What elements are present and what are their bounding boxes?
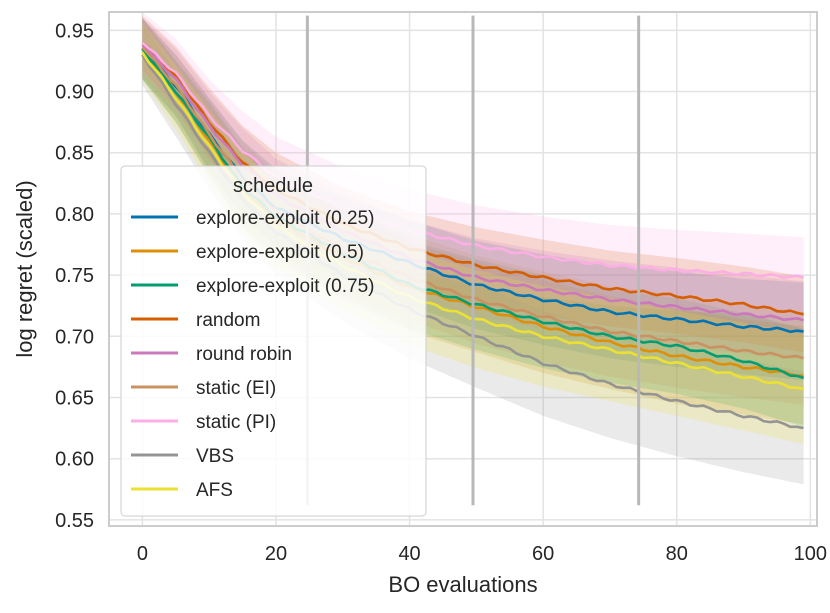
x-tick-label: 80: [666, 543, 688, 565]
y-tick-label: 0.70: [55, 326, 94, 348]
y-tick-label: 0.80: [55, 204, 94, 226]
legend-label: VBS: [196, 446, 234, 467]
legend-item-round-robin: round robin: [131, 344, 292, 365]
legend-label: AFS: [196, 480, 233, 501]
x-tick-label: 60: [532, 543, 554, 565]
legend-label: random: [196, 310, 260, 331]
y-tick-label: 0.55: [55, 510, 94, 532]
legend-label: static (EI): [196, 378, 276, 399]
legend-label: static (PI): [196, 412, 276, 433]
y-tick-label: 0.95: [55, 20, 94, 42]
y-tick-label: 0.75: [55, 265, 94, 287]
y-tick-label: 0.85: [55, 143, 94, 165]
y-tick-labels: 0.55 0.60 0.65 0.70 0.75 0.80 0.85 0.90 0.95: [55, 20, 94, 532]
legend-title: schedule: [233, 175, 313, 197]
legend-item-static-pi: static (PI): [131, 412, 276, 433]
y-axis-label: log regret (scaled): [12, 180, 37, 357]
legend-item-explore-exploit-0-5: explore-exploit (0.5): [131, 242, 364, 263]
x-tick-label: 100: [794, 543, 827, 565]
legend-label: explore-exploit (0.75): [196, 276, 374, 297]
legend-label: round robin: [196, 344, 292, 365]
x-tick-label: 20: [265, 543, 287, 565]
x-tick-label: 0: [137, 543, 148, 565]
legend: schedule explore-exploit (0.25) explore-e…: [120, 165, 427, 517]
legend-item-afs: AFS: [131, 480, 233, 501]
legend-item-explore-exploit-0-25: explore-exploit (0.25): [131, 208, 374, 229]
legend-label: explore-exploit (0.5): [196, 242, 364, 263]
legend-item-vbs: VBS: [131, 446, 234, 467]
legend-label: explore-exploit (0.25): [196, 208, 374, 229]
y-tick-label: 0.65: [55, 388, 94, 410]
y-tick-label: 0.60: [55, 449, 94, 471]
x-tick-labels: 0 20 40 60 80 100: [137, 543, 827, 565]
y-tick-label: 0.90: [55, 82, 94, 104]
plot-frame: [108, 11, 818, 527]
legend-item-static-ei: static (EI): [131, 378, 276, 399]
x-tick-label: 40: [398, 543, 420, 565]
legend-item-random: random: [131, 310, 260, 331]
x-axis-label: BO evaluations: [388, 572, 537, 597]
legend-box: [120, 165, 427, 517]
legend-item-explore-exploit-0-75: explore-exploit (0.75): [131, 276, 374, 297]
